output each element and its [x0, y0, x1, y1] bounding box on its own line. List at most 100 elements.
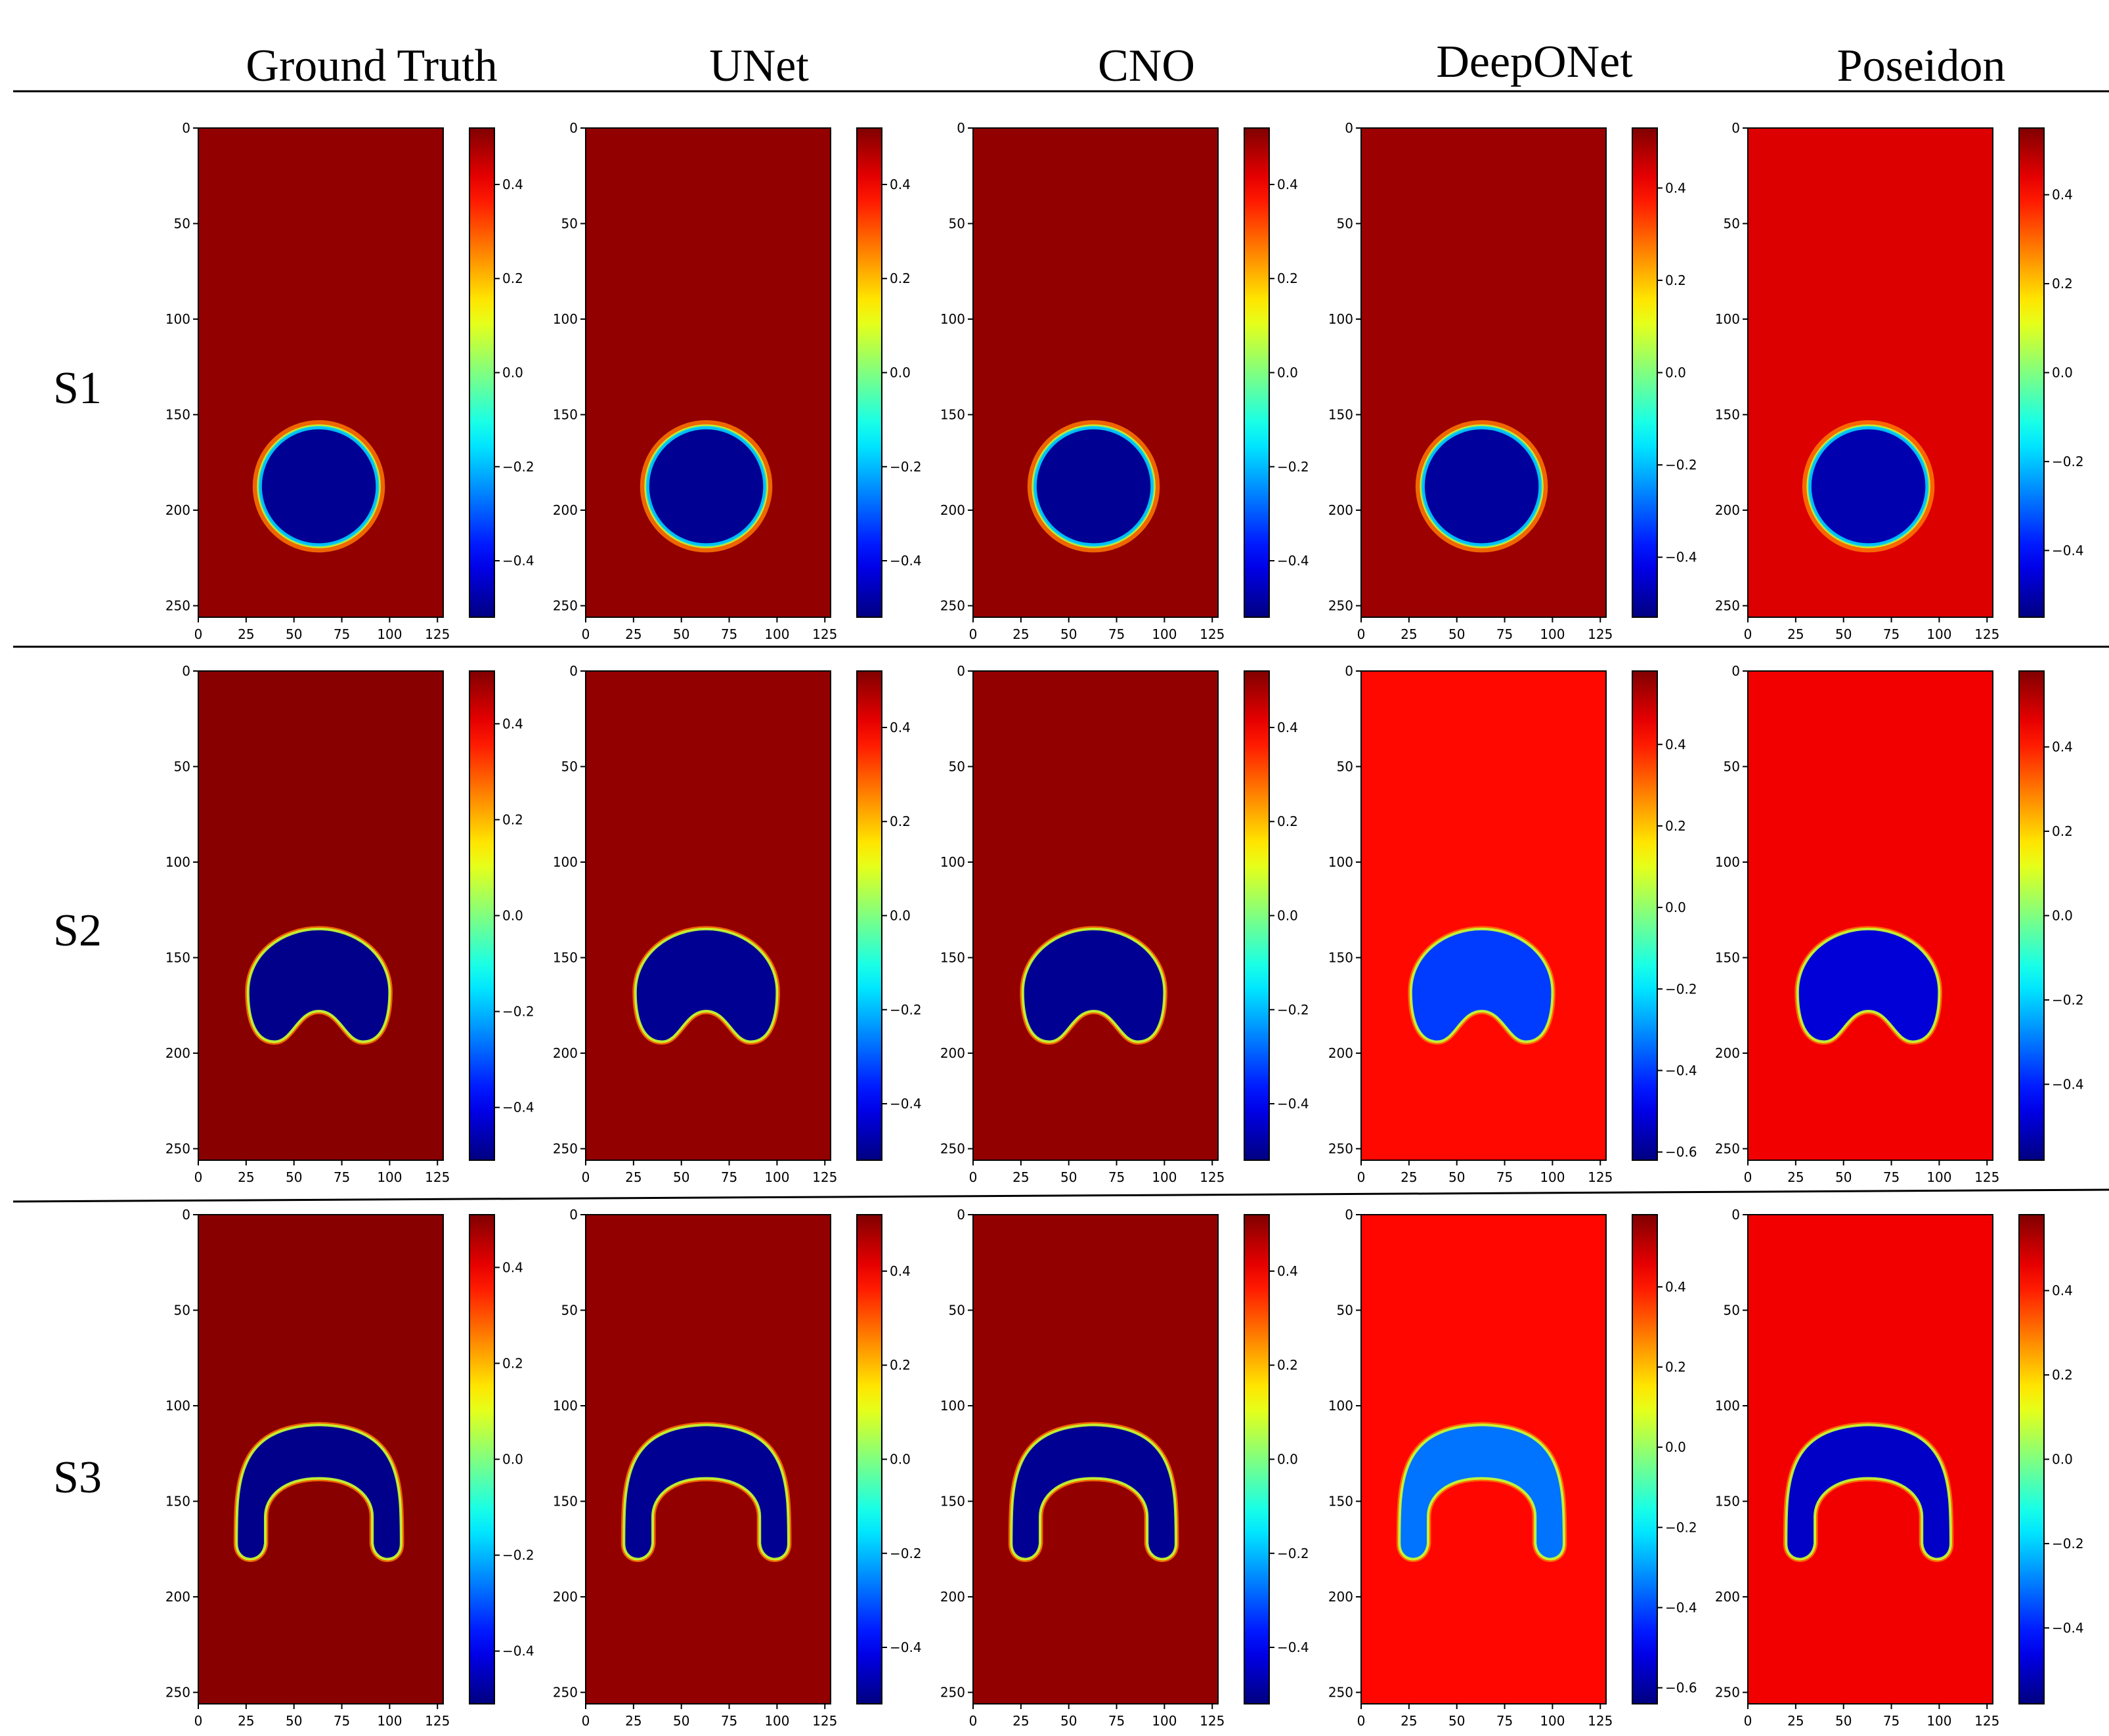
- interface-inner-ring: [258, 425, 380, 547]
- y-tick-label: 100: [940, 1398, 965, 1414]
- x-tick-label: 50: [286, 1169, 302, 1185]
- x-tick-label: 100: [1926, 626, 1951, 642]
- x-tick-label: 25: [1787, 1713, 1804, 1729]
- x-tick-label: 100: [1152, 626, 1177, 642]
- interface-blob: [236, 1425, 401, 1559]
- heatmap-background: [198, 671, 443, 1160]
- interface-mid-ring: [257, 424, 381, 548]
- x-tick-label: 125: [425, 626, 450, 642]
- interface-blob: [1032, 425, 1155, 548]
- interface-mid-ring: [246, 927, 391, 1043]
- x-tick-label: 100: [764, 1169, 789, 1185]
- heatmap-frame: [198, 670, 444, 1161]
- x-tick-label: 25: [1787, 1169, 1804, 1185]
- interface-blob: [257, 425, 380, 548]
- y-tick-label: 0: [182, 1207, 190, 1223]
- colorbar-tick-label: 0.4: [502, 716, 523, 731]
- x-tick-label: 75: [1496, 626, 1513, 642]
- colorbar-gradient: [469, 127, 495, 618]
- y-tick-label: 100: [940, 311, 965, 327]
- y-tick-label: 50: [949, 759, 965, 775]
- y-tick-label: 100: [1715, 311, 1740, 327]
- y-tick-label: 0: [1731, 1207, 1740, 1223]
- heatmap-frame: [198, 1214, 444, 1704]
- x-tick-label: 75: [1883, 1713, 1900, 1729]
- interface-outer-ring: [1027, 420, 1160, 553]
- y-tick-label: 150: [165, 407, 190, 423]
- interface-blob: [1011, 1425, 1176, 1559]
- row-labels: S1 S2 S3: [53, 363, 102, 1503]
- y-tick-label: 200: [553, 502, 578, 518]
- heatmap-image: [1361, 128, 1606, 617]
- x-tick-label: 75: [1883, 1169, 1900, 1185]
- x-tick-label: 75: [1108, 626, 1125, 642]
- y-tick-label: 0: [1731, 120, 1740, 136]
- y-tick-label: 200: [165, 1045, 190, 1061]
- heatmap-image: [973, 128, 1218, 617]
- y-tick-label: 200: [1715, 1045, 1740, 1061]
- colorbar-tick-label: −0.2: [502, 459, 534, 475]
- colorbar-tick-label: 0.2: [1277, 1357, 1298, 1373]
- interface-blob: [635, 928, 777, 1042]
- colorbar-tick-label: −0.2: [502, 1548, 534, 1563]
- x-tick-label: 100: [764, 1713, 789, 1729]
- colorbar-tick-label: −0.4: [1277, 553, 1309, 569]
- x-tick-label: 75: [1108, 1169, 1125, 1185]
- interface-inner-ring: [645, 425, 767, 547]
- y-tick-label: 100: [165, 311, 190, 327]
- y-tick-label: 50: [561, 759, 578, 775]
- column-header-deeponet: DeepONet: [1436, 37, 1633, 87]
- y-tick-label: 50: [1337, 1303, 1353, 1318]
- colorbar-tick-label: −0.4: [1277, 1639, 1309, 1655]
- y-tick-label: 100: [1328, 1398, 1353, 1414]
- interface-mid-ring: [644, 424, 768, 548]
- colorbar-tick-label: 0.0: [890, 365, 911, 381]
- colorbar-tick-label: −0.2: [502, 1004, 534, 1020]
- row-label-s3: S3: [53, 1452, 102, 1503]
- colorbar-tick-label: 0.4: [1277, 1263, 1298, 1279]
- colorbar-gradient: [856, 127, 882, 618]
- colorbar-gradient: [1244, 670, 1270, 1161]
- colorbar-tick-label: −0.2: [890, 459, 922, 475]
- interface-blob: [1807, 425, 1930, 548]
- interface-outer-ring: [640, 420, 773, 553]
- heatmap-frame: [585, 1214, 831, 1704]
- interface-outer-ring: [1415, 420, 1548, 553]
- y-tick-label: 200: [165, 1589, 190, 1605]
- y-tick-label: 250: [165, 1141, 190, 1157]
- x-tick-label: 0: [1357, 626, 1366, 642]
- x-tick-label: 0: [194, 1713, 203, 1729]
- x-tick-label: 125: [1588, 1713, 1613, 1729]
- heatmap-frame: [972, 127, 1219, 618]
- x-tick-label: 75: [334, 1169, 350, 1185]
- y-tick-label: 100: [940, 854, 965, 870]
- colorbar: 0.4 0.2 0.0 −0.2 −0.4: [2018, 670, 2084, 1161]
- y-tick-label: 250: [165, 598, 190, 614]
- y-tick-label: 50: [174, 759, 190, 775]
- y-tick-label: 250: [1715, 598, 1740, 614]
- x-tick-label: 75: [1108, 1713, 1125, 1729]
- heatmap-image: [586, 128, 831, 617]
- colorbar-tick-label: 0.4: [2052, 739, 2073, 755]
- colorbar-tick-label: 0.2: [890, 271, 911, 286]
- y-tick-label: 250: [940, 598, 965, 614]
- row-divider-2: [12, 1188, 2109, 1203]
- y-tick-label: 150: [165, 950, 190, 966]
- y-tick-label: 150: [940, 950, 965, 966]
- heatmap-frame: [1360, 1214, 1607, 1704]
- y-tick-label: 150: [553, 950, 578, 966]
- colorbar-tick-label: 0.2: [502, 812, 523, 827]
- y-tick-label: 0: [569, 1207, 578, 1223]
- column-header-unet: UNet: [709, 41, 809, 91]
- x-tick-label: 50: [286, 1713, 302, 1729]
- colorbar-gradient: [1244, 127, 1270, 618]
- x-tick-label: 100: [1152, 1169, 1177, 1185]
- colorbar-tick-label: 0.4: [1665, 180, 1686, 196]
- y-tick-label: 250: [165, 1685, 190, 1701]
- column-header-cno: CNO: [1098, 41, 1195, 91]
- y-tick-label: 100: [1328, 311, 1353, 327]
- heatmap-frame: [1747, 1214, 1993, 1704]
- colorbar-tick-label: −0.2: [2052, 992, 2084, 1008]
